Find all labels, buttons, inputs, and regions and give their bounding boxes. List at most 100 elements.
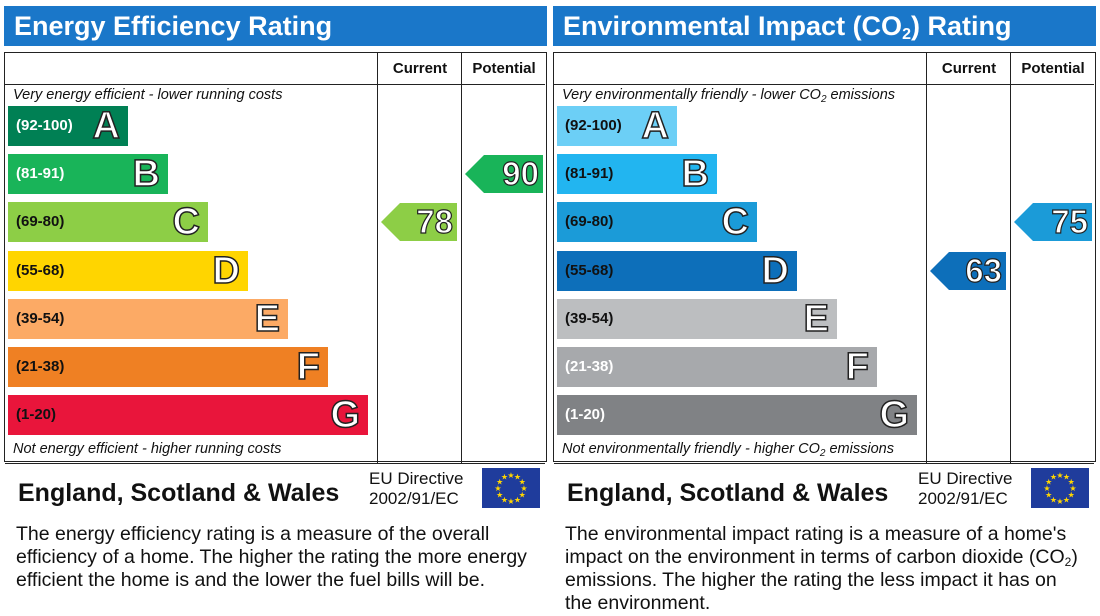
eu-star-icon: ★ [520, 484, 527, 493]
band-c-letter: C [721, 201, 750, 245]
band-b-letter: B [132, 152, 161, 196]
band-g-letter: G [879, 393, 910, 437]
band-a-letter: A [92, 104, 121, 148]
eu-star-icon: ★ [519, 478, 526, 487]
band-g-letter: G [330, 393, 361, 437]
band-b-bar: (81-91) B [557, 152, 717, 196]
eu-star-icon: ★ [507, 497, 514, 506]
country-label: England, Scotland & Wales [567, 479, 889, 507]
eu-star-icon: ★ [514, 495, 521, 504]
band-g-range: (1-20) [16, 406, 57, 424]
band-e-bar: (39-54) E [557, 297, 837, 341]
band-e-range: (39-54) [565, 309, 614, 327]
band-d-bar: (55-68) D [557, 249, 797, 293]
band-b-bar: (81-91) B [8, 152, 168, 196]
environmental-impact-panel: Environmental Impact (CO2) Rating Curren… [553, 6, 1096, 614]
chart-bottom-divider [554, 463, 1094, 464]
eu-star-icon: ★ [507, 471, 514, 480]
band-a-range: (92-100) [16, 117, 73, 134]
current-column-header: Current [392, 60, 448, 77]
band-e-range: (39-54) [16, 309, 65, 327]
band-d-range: (55-68) [16, 261, 65, 279]
eu-star-icon: ★ [1068, 491, 1075, 500]
band-c-bar: (69-80) C [8, 201, 208, 245]
current-column-header: Current [941, 60, 997, 77]
header-row-divider [5, 84, 545, 85]
eu-star-icon: ★ [501, 495, 508, 504]
band-e-letter: E [254, 297, 281, 341]
band-d-letter: D [761, 249, 790, 293]
eu-star-icon: ★ [1043, 484, 1050, 493]
eu-star-icon: ★ [496, 491, 503, 500]
band-d-letter: D [212, 249, 241, 293]
current-rating-arrow-value: 78 [416, 203, 454, 241]
band-f-letter: F [845, 345, 870, 389]
potential-column-divider [461, 53, 462, 463]
band-a-bar: (92-100) A [8, 104, 128, 148]
potential-rating-arrow-shape [1014, 203, 1092, 242]
current-rating-arrow-value: 63 [965, 251, 1003, 289]
eu-flag-icon: ★ ★ ★ ★ ★ ★ ★ ★ ★ ★ ★ ★ [482, 468, 540, 508]
eu-directive-line-1: EU Directive [369, 469, 464, 488]
band-b-range: (81-91) [16, 165, 65, 183]
current-rating-arrow-shape [381, 203, 457, 242]
band-e-bar: (39-54) E [8, 297, 288, 341]
current-column-divider [926, 53, 927, 463]
band-a-letter: A [641, 104, 670, 148]
eu-star-icon: ★ [519, 491, 526, 500]
band-g-bar: (1-20) G [557, 393, 917, 437]
band-f-letter: F [296, 345, 321, 389]
band-d-range: (55-68) [565, 261, 614, 279]
eu-star-icon: ★ [1056, 497, 1063, 506]
eu-star-icon: ★ [1050, 473, 1057, 482]
eu-star-icon: ★ [1063, 495, 1070, 504]
current-rating-arrow-shape [930, 251, 1006, 290]
eu-star-icon: ★ [1050, 495, 1057, 504]
potential-column-header: Potential [472, 60, 536, 77]
eu-directive-line-2: 2002/91/EC [369, 489, 459, 508]
band-a-range: (92-100) [565, 117, 622, 134]
eu-star-icon: ★ [494, 484, 501, 493]
environmental-impact-description: The environmental impact rating is a mea… [565, 523, 1078, 614]
eu-flag-stars: ★ ★★★★★★★★★★★ [494, 471, 527, 506]
eu-star-icon: ★ [496, 478, 503, 487]
band-f-bar: (21-38) F [8, 345, 328, 389]
eu-flag-icon: ★ ★ ★ ★ ★ ★ ★ ★ ★ ★ ★ ★ [1031, 468, 1089, 508]
eu-star-icon: ★ [501, 473, 508, 482]
band-f-range: (21-38) [565, 358, 614, 375]
energy-efficiency-panel: Energy Efficiency Rating Current Potenti… [4, 6, 547, 610]
header-row-divider [554, 84, 1094, 85]
country-label: England, Scotland & Wales [18, 479, 340, 507]
top-caption: Very environmentally friendly - lower CO… [562, 87, 896, 105]
current-rating-arrow: 63 [930, 251, 1006, 290]
band-c-bar: (69-80) C [557, 201, 757, 245]
band-c-range: (69-80) [16, 213, 65, 231]
band-f-bar: (21-38) F [557, 345, 877, 389]
energy-efficiency-chart: Current Potential Very energy efficient … [4, 52, 547, 464]
band-c-letter: C [172, 201, 201, 245]
eu-star-icon: ★ [1068, 478, 1075, 487]
bottom-caption: Not environmentally friendly - higher CO… [562, 441, 894, 459]
eu-star-icon: ★ [514, 473, 521, 482]
potential-rating-arrow-shape [465, 155, 543, 194]
potential-rating-arrow-polygon [1014, 203, 1092, 242]
eu-directive-label: EU Directive 2002/91/EC [918, 469, 1012, 509]
bottom-caption: Not energy efficient - higher running co… [13, 441, 282, 457]
potential-rating-arrow-polygon [465, 155, 543, 194]
eu-directive-line-2: 2002/91/EC [918, 489, 1008, 508]
potential-rating-arrow-value: 90 [502, 155, 540, 193]
eu-star-icon: ★ [1045, 478, 1052, 487]
environmental-impact-title: Environmental Impact (CO2) Rating [553, 6, 1096, 46]
top-caption: Very energy efficient - lower running co… [13, 87, 283, 103]
band-g-bar: (1-20) G [8, 393, 368, 437]
potential-rating-arrow: 75 [1014, 203, 1092, 242]
current-rating-arrow-polygon [930, 251, 1006, 290]
eu-star-icon: ★ [1069, 484, 1076, 493]
band-a-bar: (92-100) A [557, 104, 677, 148]
band-b-range: (81-91) [565, 165, 614, 183]
current-rating-arrow: 78 [381, 203, 457, 242]
band-e-letter: E [803, 297, 830, 341]
band-b-letter: B [681, 152, 710, 196]
current-column-divider [377, 53, 378, 463]
band-g-range: (1-20) [565, 406, 606, 424]
